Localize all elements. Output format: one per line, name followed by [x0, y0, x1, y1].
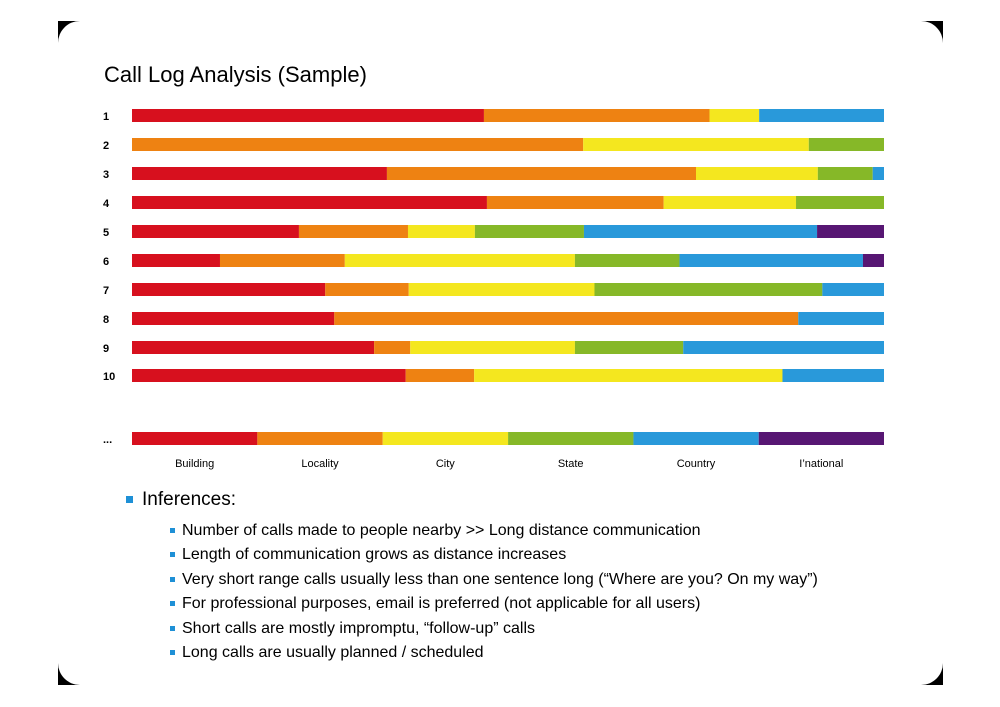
- bar-segment-country: [583, 225, 818, 238]
- bar-segment-state: [796, 196, 884, 209]
- bullet-icon: [170, 649, 175, 655]
- bar-segment-locality: [483, 109, 710, 122]
- bar-segment-state: [808, 138, 884, 151]
- bar-segment-city: [583, 138, 809, 151]
- row-label: 9: [103, 343, 109, 355]
- bar-segment-country: [798, 312, 884, 325]
- bar-segment-locality: [334, 312, 799, 325]
- row-label: 2: [103, 140, 109, 152]
- bar-segment-country: [679, 254, 863, 267]
- bar-segment-country: [633, 432, 759, 445]
- row-label: ...: [103, 434, 112, 446]
- corner-mark-bottom-right: [921, 663, 943, 685]
- bar-segment-building: [132, 312, 335, 325]
- category-label: City: [436, 458, 455, 470]
- bar-segment-country: [872, 167, 884, 180]
- row-label: 3: [103, 169, 109, 181]
- bar-segment-locality: [219, 254, 345, 267]
- bar-segment-locality: [405, 369, 475, 382]
- corner-mark-top-right: [921, 21, 943, 43]
- bullet-icon: [170, 576, 175, 582]
- bar-segment-state: [508, 432, 634, 445]
- bar-segment-locality: [386, 167, 696, 180]
- inference-text: For professional purposes, email is pref…: [182, 595, 701, 613]
- chart-title: Call Log Analysis (Sample): [104, 62, 367, 87]
- bar-segment-state: [474, 225, 584, 238]
- corner-mark-bottom-left: [58, 663, 80, 685]
- bullet-icon: [126, 496, 133, 503]
- category-label: Country: [677, 458, 716, 470]
- inference-item: Long calls are usually planned / schedul…: [170, 641, 926, 665]
- bar-segment-building: [132, 167, 387, 180]
- row-label: 6: [103, 256, 109, 268]
- bar-segment-city: [408, 283, 595, 296]
- bar-segment-i-national: [817, 225, 884, 238]
- bar-segment-locality: [374, 341, 411, 354]
- bar-segment-city: [709, 109, 760, 122]
- bar-segment-building: [132, 369, 406, 382]
- bar-segment-city: [663, 196, 797, 209]
- inference-text: Number of calls made to people nearby >>…: [182, 522, 701, 539]
- bar-segment-country: [782, 369, 884, 382]
- inferences-heading: Inferences:: [126, 489, 926, 515]
- bar-segment-city: [696, 167, 818, 180]
- bar-segment-building: [132, 254, 220, 267]
- category-label: Building: [175, 458, 214, 470]
- category-label: State: [558, 458, 584, 470]
- bar-segment-locality: [325, 283, 409, 296]
- bar-segment-i-national: [862, 254, 884, 267]
- bullet-icon: [170, 601, 175, 607]
- bar-segment-building: [132, 283, 326, 296]
- inferences-section: Inferences: Number of calls made to peop…: [126, 489, 926, 665]
- bar-segment-building: [132, 432, 258, 445]
- bullet-icon: [170, 528, 175, 533]
- bar-segment-country: [683, 341, 884, 354]
- bar-segment-country: [759, 109, 884, 122]
- bar-segment-building: [132, 225, 299, 238]
- bar-segment-locality: [132, 138, 584, 151]
- row-label: 10: [103, 371, 115, 383]
- bar-segment-state: [574, 341, 684, 354]
- row-label: 1: [103, 111, 109, 123]
- bar-segment-building: [132, 109, 484, 122]
- bar-segment-state: [817, 167, 873, 180]
- bullet-icon: [170, 625, 175, 631]
- bar-segment-city: [407, 225, 475, 238]
- row-label: 8: [103, 314, 109, 326]
- row-label: 7: [103, 285, 109, 297]
- inference-text: Length of communication grows as distanc…: [182, 546, 567, 564]
- bar-segment-i-national: [758, 432, 884, 445]
- category-label: Locality: [301, 458, 339, 470]
- inference-item: For professional purposes, email is pref…: [170, 592, 926, 616]
- bar-segment-state: [574, 254, 680, 267]
- inference-text: Short calls are mostly impromptu, “follo…: [182, 619, 535, 637]
- bar-segment-city: [474, 369, 783, 382]
- inference-item: Short calls are mostly impromptu, “follo…: [170, 617, 926, 641]
- bar-segment-building: [132, 196, 487, 209]
- row-label: 5: [103, 227, 109, 239]
- inferences-heading-text: Inferences:: [142, 489, 236, 510]
- inference-item: Length of communication grows as distanc…: [170, 543, 926, 567]
- bar-segment-city: [410, 341, 575, 354]
- bar-segment-state: [594, 283, 823, 296]
- bar-segment-locality: [257, 432, 383, 445]
- bullet-icon: [170, 552, 175, 558]
- bar-segment-building: [132, 341, 375, 354]
- inference-item: Very short range calls usually less than…: [170, 568, 926, 592]
- inference-item: Number of calls made to people nearby >>…: [170, 519, 926, 543]
- corner-mark-top-left: [58, 21, 80, 43]
- row-label: 4: [103, 198, 110, 210]
- inferences-list: Number of calls made to people nearby >>…: [126, 519, 926, 665]
- bar-segment-country: [822, 283, 884, 296]
- inference-text: Long calls are usually planned / schedul…: [182, 643, 484, 661]
- bar-segment-city: [382, 432, 509, 445]
- bar-segment-city: [344, 254, 575, 267]
- inference-text: Very short range calls usually less than…: [182, 570, 818, 588]
- bar-segment-locality: [486, 196, 664, 209]
- bar-segment-locality: [298, 225, 408, 238]
- category-label: I’national: [799, 458, 843, 470]
